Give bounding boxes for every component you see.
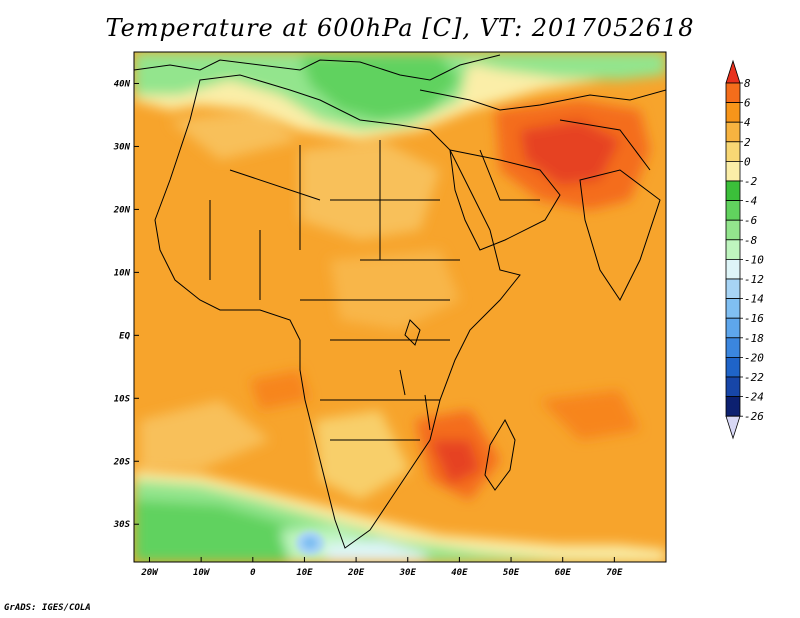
colorbar-box [725, 337, 741, 358]
colorbar-box [725, 317, 741, 339]
colorbar-label: 8 [744, 77, 751, 90]
colorbar-label: -6 [744, 214, 758, 227]
colorbar-label: -10 [744, 253, 764, 266]
colorbar-box [725, 356, 741, 378]
lat-tick-label: 10N [114, 268, 131, 278]
colorbar-box [725, 239, 741, 260]
colorbar-box [725, 102, 741, 123]
colorbar-label: -24 [744, 391, 764, 404]
credit-label: GrADS: IGES/COLA [4, 603, 91, 613]
lat-tick-label: 30S [113, 520, 131, 530]
lon-tick-label: 10E [296, 568, 313, 578]
lat-tick-label: 20S [113, 457, 131, 467]
coastlines [134, 54, 666, 549]
lon-tick-label: 20E [347, 568, 365, 578]
latitude-axis: 40N 30N 20N 10N EQ 10S 20S 30S [113, 79, 139, 530]
colorbar-box [725, 278, 741, 300]
colorbar-label: -16 [744, 312, 764, 325]
lat-tick-label: 30N [113, 142, 131, 152]
lon-tick-label: 40E [451, 568, 468, 578]
colorbar-box [725, 82, 741, 104]
lon-tick-label: 20W [140, 568, 159, 578]
colorbar-box [725, 141, 741, 162]
colorbar-box [725, 200, 741, 221]
lon-tick-label: 70E [606, 568, 623, 578]
colorbar-label: 6 [744, 97, 751, 110]
colorbar-label: -20 [744, 351, 764, 364]
colorbar-top-arrow [725, 59, 741, 84]
colorbar-box [725, 121, 741, 143]
colorbar-label: -12 [744, 273, 764, 286]
lat-tick-label: 20N [113, 205, 131, 215]
map-title: Temperature at 600hPa [C], VT: 201705261… [105, 14, 695, 42]
colorbar-label: -18 [744, 332, 764, 345]
colorbar-label: -4 [744, 195, 757, 208]
lon-tick-label: 10W [193, 568, 211, 578]
colorbar-label: -26 [744, 410, 764, 423]
colorbar-label: -14 [744, 293, 764, 306]
colorbar-label: 4 [744, 116, 751, 129]
colorbar-box [725, 298, 741, 319]
colorbar-label: 0 [744, 155, 751, 168]
colorbar-label: -22 [744, 371, 764, 384]
longitude-axis: 20W 10W 0 10E 20E 30E 40E 50E 60E 70E [140, 557, 623, 578]
lon-tick-label: 0 [250, 568, 256, 578]
lat-tick-label: 10S [114, 394, 131, 404]
colorbar-box [725, 219, 741, 241]
colorbar-box [725, 160, 741, 182]
colorbar-box [725, 396, 741, 417]
colorbar-box [725, 258, 741, 280]
plot-frame [133, 51, 667, 563]
colorbar: 8 6 4 2 0 -2 -4 -6 -8 -10 -12 -14 -16 -18 -20 -22 -24 -26 [725, 59, 764, 440]
colorbar-box [725, 376, 741, 398]
lon-tick-label: 60E [555, 568, 572, 578]
lat-tick-label: EQ [119, 331, 130, 341]
lat-tick-label: 40N [114, 79, 131, 89]
lon-tick-label: 50E [503, 568, 520, 578]
lon-tick-label: 30E [399, 568, 417, 578]
colorbar-label: -8 [744, 234, 758, 247]
colorbar-label: -2 [744, 175, 758, 188]
colorbar-bottom-arrow [725, 415, 741, 440]
colorbar-label: 2 [744, 136, 751, 149]
shaded-field [134, 52, 666, 562]
colorbar-box [725, 180, 741, 202]
